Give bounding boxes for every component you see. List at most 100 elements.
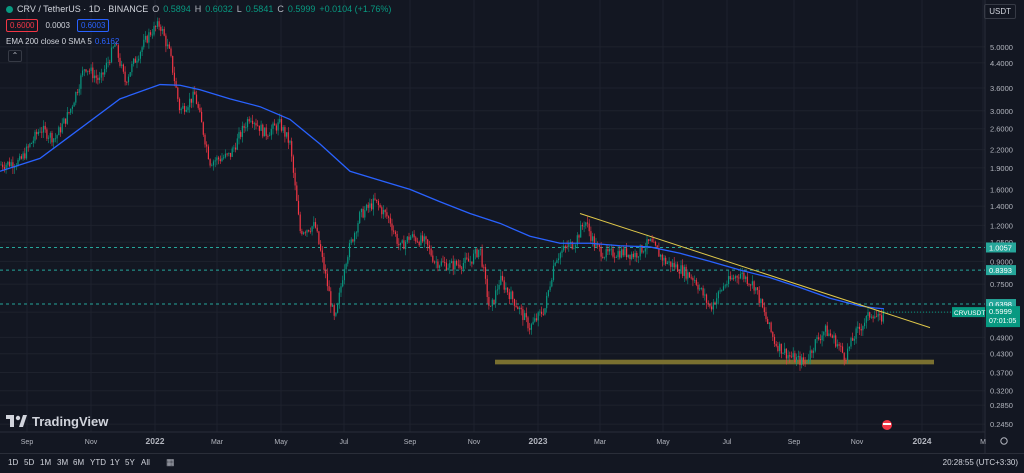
candle-body[interactable] [150, 32, 152, 35]
candle-body[interactable] [728, 276, 730, 284]
candle-body[interactable] [631, 253, 633, 260]
candle-body[interactable] [687, 272, 689, 279]
candle-body[interactable] [459, 264, 461, 268]
candle-body[interactable] [82, 70, 84, 76]
candle-body[interactable] [840, 345, 842, 347]
candle-body[interactable] [860, 328, 862, 331]
candle-body[interactable] [27, 146, 29, 148]
candle-body[interactable] [241, 125, 243, 137]
candle-body[interactable] [109, 61, 111, 63]
candle-body[interactable] [821, 335, 823, 341]
candle-body[interactable] [2, 164, 4, 168]
candle-body[interactable] [49, 132, 51, 138]
candle-body[interactable] [105, 62, 107, 70]
candle-body[interactable] [745, 276, 747, 279]
candle-body[interactable] [609, 249, 611, 252]
candle-body[interactable] [756, 287, 759, 291]
candle-body[interactable] [68, 112, 70, 113]
candle-body[interactable] [779, 343, 781, 352]
candle-body[interactable] [670, 261, 672, 267]
candle-body[interactable] [325, 269, 327, 274]
candle-body[interactable] [65, 118, 67, 124]
candle-body[interactable] [629, 254, 631, 260]
candle-body[interactable] [522, 309, 524, 321]
candle-body[interactable] [270, 128, 272, 136]
candle-body[interactable] [661, 254, 663, 261]
timeframe-ytd[interactable]: YTD [90, 458, 106, 467]
candle-body[interactable] [563, 245, 565, 251]
candle-body[interactable] [24, 153, 26, 159]
candle-body[interactable] [78, 88, 80, 93]
candle-body[interactable] [3, 167, 5, 169]
candle-body[interactable] [129, 72, 131, 77]
candle-body[interactable] [819, 339, 821, 341]
candle-body[interactable] [848, 346, 850, 349]
candle-body[interactable] [678, 271, 680, 274]
candle-body[interactable] [156, 21, 158, 27]
candle-body[interactable] [592, 236, 594, 241]
candle-body[interactable] [253, 123, 255, 125]
candle-body[interactable] [639, 245, 641, 257]
clock-timezone[interactable]: 20:28:55 (UTC+3:30) [942, 458, 1018, 467]
candle-body[interactable] [450, 261, 453, 263]
candle-body[interactable] [306, 230, 308, 233]
candle-body[interactable] [512, 291, 514, 299]
candle-body[interactable] [136, 60, 138, 63]
candle-body[interactable] [394, 231, 396, 234]
candle-body[interactable] [627, 254, 629, 258]
candle-body[interactable] [660, 254, 662, 257]
candle-body[interactable] [479, 248, 481, 250]
candle-body[interactable] [612, 248, 614, 257]
candle-body[interactable] [869, 312, 871, 318]
candle-body[interactable] [148, 32, 150, 43]
candle-body[interactable] [447, 267, 449, 271]
candle-body[interactable] [804, 361, 806, 363]
candle-body[interactable] [204, 134, 206, 145]
candle-body[interactable] [491, 299, 493, 307]
candle-body[interactable] [272, 123, 274, 129]
candle-body[interactable] [473, 253, 475, 264]
candle-body[interactable] [857, 326, 859, 329]
candle-body[interactable] [425, 236, 427, 240]
candle-body[interactable] [304, 232, 306, 234]
candle-body[interactable] [175, 81, 177, 88]
candle-body[interactable] [100, 72, 102, 78]
candle-body[interactable] [29, 143, 31, 147]
candle-body[interactable] [279, 118, 281, 123]
candle-body[interactable] [286, 132, 288, 137]
candle-body[interactable] [461, 267, 463, 269]
candle-body[interactable] [0, 164, 2, 166]
candle-body[interactable] [772, 331, 774, 337]
candle-body[interactable] [841, 346, 844, 353]
candle-body[interactable] [875, 316, 878, 318]
candle-body[interactable] [738, 277, 740, 279]
candle-body[interactable] [729, 276, 731, 280]
candle-body[interactable] [331, 305, 334, 307]
candle-body[interactable] [54, 138, 56, 140]
candle-body[interactable] [326, 273, 328, 287]
candle-body[interactable] [554, 262, 556, 266]
candle-body[interactable] [724, 285, 726, 287]
candle-body[interactable] [615, 257, 617, 258]
candle-body[interactable] [20, 156, 22, 159]
candle-body[interactable] [104, 69, 106, 75]
candle-body[interactable] [342, 280, 344, 287]
candle-body[interactable] [649, 239, 651, 242]
candle-body[interactable] [457, 264, 459, 266]
candle-body[interactable] [688, 272, 691, 278]
candle-body[interactable] [219, 159, 221, 162]
candle-body[interactable] [31, 143, 33, 144]
candle-body[interactable] [518, 307, 521, 310]
candle-body[interactable] [374, 198, 376, 200]
candle-body[interactable] [462, 263, 464, 269]
candle-body[interactable] [97, 77, 99, 81]
candle-body[interactable] [770, 322, 772, 332]
candle-body[interactable] [422, 235, 424, 242]
candle-body[interactable] [231, 148, 233, 157]
candle-body[interactable] [716, 298, 718, 305]
candle-body[interactable] [415, 237, 417, 242]
candle-body[interactable] [143, 39, 145, 48]
candle-body[interactable] [267, 135, 269, 137]
candle-body[interactable] [551, 279, 553, 287]
